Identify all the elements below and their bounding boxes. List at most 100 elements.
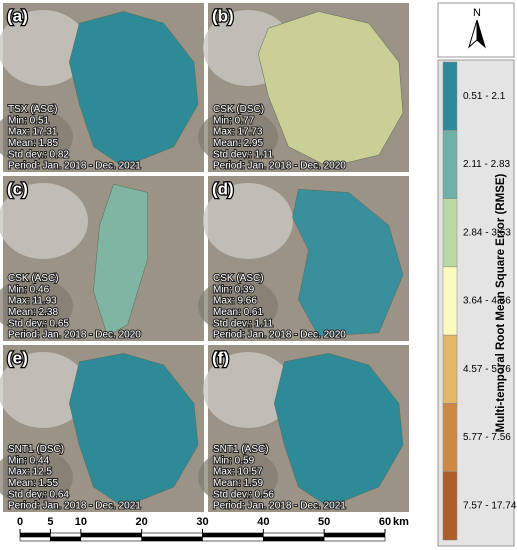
panel-stat: Max: 9.66 <box>213 296 257 307</box>
panel-stat: Std dev.: 1.11 <box>213 318 274 329</box>
terrain-patch <box>198 109 278 165</box>
scale-tick-label: 30 <box>196 516 208 528</box>
scale-tick-label: 10 <box>75 516 87 528</box>
scale-segment <box>19 536 51 542</box>
legend-swatch <box>442 266 458 336</box>
panel-stat: Mean: 0.61 <box>213 307 263 318</box>
legend-label: 7.57 - 17.74 <box>463 500 517 511</box>
panel-stat: Mean: 1.59 <box>213 478 263 489</box>
panel-stat: Min: 0.44 <box>8 455 50 466</box>
panel-stat: Min: 0.46 <box>8 284 50 295</box>
panel-stat: Min: 0.51 <box>8 115 50 126</box>
panel-period: Period: Jan. 2018 - Dec. 2021 <box>8 161 141 172</box>
panel-stat: Min: 0.59 <box>213 455 255 466</box>
legend-swatch <box>442 61 458 131</box>
scale-segment <box>323 532 386 538</box>
terrain-patch <box>0 10 88 86</box>
scale-segment <box>263 536 325 542</box>
panel-stat: Max: 12.5 <box>8 467 52 478</box>
scale-tick-label: 50 <box>318 516 330 528</box>
panel-stat: Min: 0.39 <box>213 284 255 295</box>
terrain-patch <box>0 183 88 259</box>
panel-title: SNT1 (DSC) <box>8 444 64 455</box>
panel-label: (f) <box>212 348 229 367</box>
panel-label: (c) <box>7 179 28 198</box>
scale-segment <box>50 532 82 538</box>
terrain-patch <box>203 183 293 259</box>
panel-label: (a) <box>7 6 28 25</box>
legend-label: 5.77 - 7.56 <box>463 432 511 443</box>
legend-swatch <box>442 471 458 541</box>
panel-label: (e) <box>7 348 28 367</box>
scale-segment <box>323 536 386 542</box>
panel-period: Period: Jan. 2018 - Dec. 2021 <box>213 501 346 512</box>
scale-unit: km <box>393 516 409 528</box>
panel-period: Period: Jan. 2018 - Dec. 2021 <box>8 501 141 512</box>
rmse-area <box>93 183 148 337</box>
panel-period: Period: Jan. 2018 - Dec. 2020 <box>213 161 346 172</box>
panel-title: CSK (ASC) <box>213 273 264 284</box>
rmse-area <box>274 353 404 508</box>
rmse-area <box>257 11 404 168</box>
panel-label: (d) <box>212 179 234 198</box>
panel-stat: Mean: 1.85 <box>8 138 58 149</box>
scale-segment <box>263 532 325 538</box>
north-label: N <box>473 7 481 19</box>
panel-stat: Max: 10.57 <box>213 467 263 478</box>
legend-title: Multi-temporal Root Mean Square Error (R… <box>495 173 507 432</box>
legend-swatch <box>442 198 458 268</box>
terrain-patch <box>0 278 73 334</box>
scale-tick-label: 40 <box>257 516 269 528</box>
legend-swatch <box>442 403 458 472</box>
panel-stat: Max: 17.73 <box>213 127 263 138</box>
scale-segment <box>19 532 51 538</box>
scale-segment <box>202 536 264 542</box>
panel-stat: Mean: 2.95 <box>213 138 263 149</box>
scale-tick-label: 0 <box>17 516 23 528</box>
rmse-area <box>69 353 199 508</box>
panel-stat: Max: 11.93 <box>8 296 57 307</box>
panel-stat: Mean: 2.38 <box>8 307 58 318</box>
rmse-area <box>292 188 404 337</box>
scale-segment <box>80 536 142 542</box>
terrain-patch <box>0 352 88 428</box>
panel-stat: Mean: 1.55 <box>8 478 58 489</box>
legend-label: 0.51 - 2.1 <box>463 91 506 102</box>
legend-label: 2.84 - 3.63 <box>463 227 511 238</box>
panel-title: CSK (DSC) <box>213 104 264 115</box>
terrain-patch <box>198 278 278 334</box>
panel-stat: Std dev.: 0.56 <box>213 489 274 500</box>
scale-tick-label: 5 <box>47 516 53 528</box>
panel-stat: Max: 17.31 <box>8 127 58 138</box>
panel-title: TSX (ASC) <box>8 104 57 115</box>
scale-segment <box>50 536 82 542</box>
scale-segment <box>141 532 203 538</box>
panel-title: CSK (ASC) <box>8 273 59 284</box>
terrain-patch <box>0 449 73 505</box>
panel-stat: Min: 0.77 <box>213 115 255 126</box>
legend-swatch <box>442 334 458 404</box>
scale-segment <box>80 532 142 538</box>
panel-stat: Std dev.: 1.11 <box>213 149 274 160</box>
terrain-patch <box>203 352 293 428</box>
terrain-patch <box>0 109 73 165</box>
panel-stat: Std dev.: 0.64 <box>8 489 69 500</box>
legend-label: 3.64 - 4.56 <box>463 296 511 307</box>
legend-swatch <box>442 130 458 199</box>
terrain-patch <box>198 449 278 505</box>
rmse-area <box>69 11 199 168</box>
scale-tick-label: 20 <box>136 516 148 528</box>
panel-title: SNT1 (ASC) <box>213 444 269 455</box>
panel-stat: Std dev.: 0.65 <box>8 318 69 329</box>
panel-label: (b) <box>212 6 234 25</box>
scale-tick-label: 60 <box>379 516 391 528</box>
legend-label: 2.11 - 2.83 <box>463 159 511 170</box>
panel-period: Period: Jan. 2018 - Dec. 2020 <box>8 330 141 341</box>
scale-segment <box>141 536 203 542</box>
panel-stat: Std dev.: 0.82 <box>8 149 69 160</box>
panel-period: Period: Jan. 2018 - Dec. 2020 <box>213 330 346 341</box>
north-arrow-right <box>476 19 486 49</box>
legend-label: 4.57 - 5.76 <box>463 364 511 375</box>
scale-segment <box>202 532 264 538</box>
